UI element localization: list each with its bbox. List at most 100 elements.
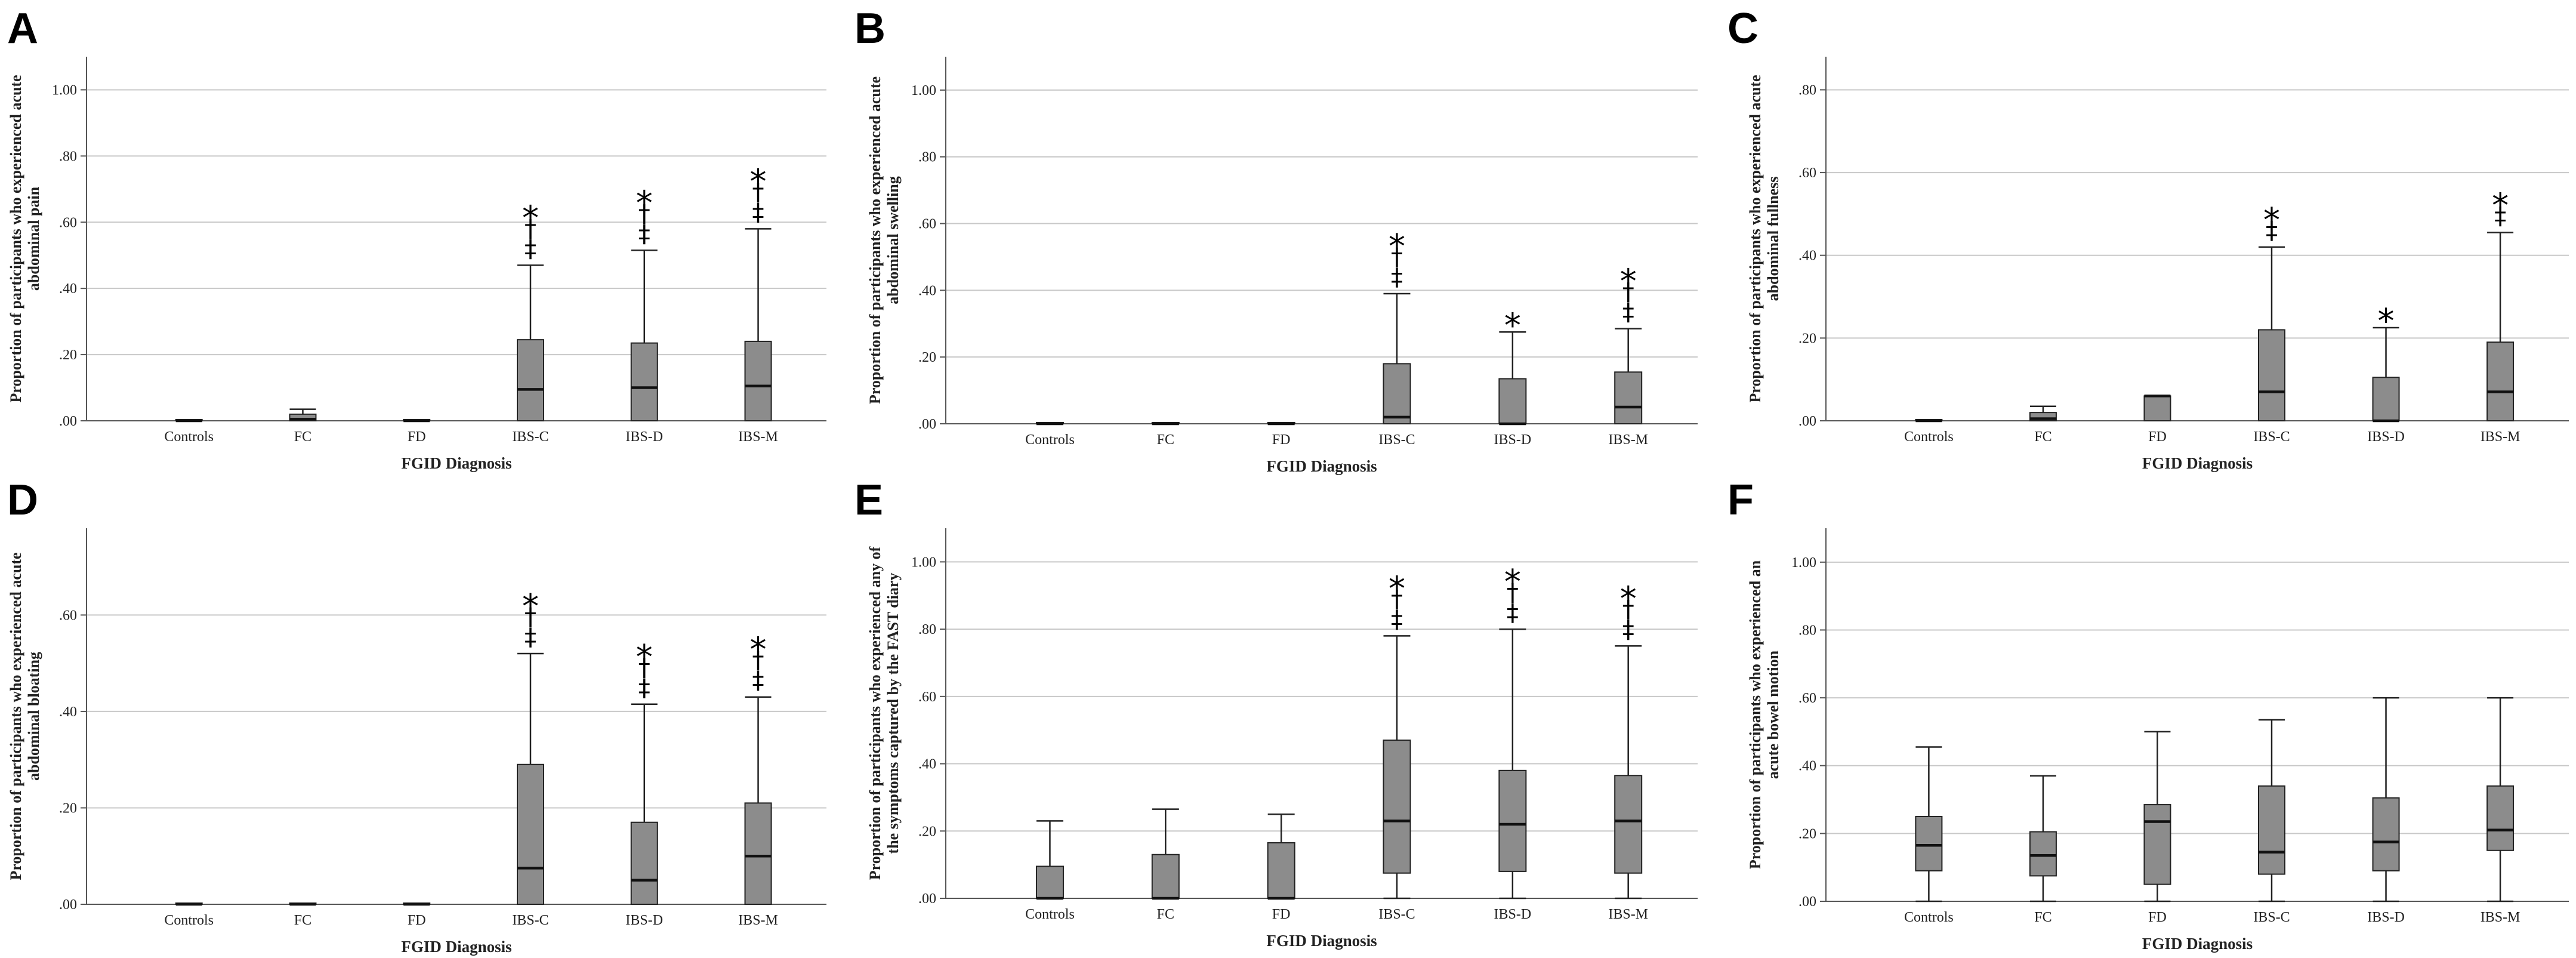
box-fc: FC xyxy=(1151,422,1180,448)
y-tick-label: .40 xyxy=(1798,759,1816,774)
box-ibs-c: IBS-C ‡†* xyxy=(1378,227,1415,448)
box-ibs-m: IBS-M xyxy=(2481,697,2521,925)
x-tick-label: IBS-M xyxy=(2481,910,2521,925)
box-iqr xyxy=(2372,377,2400,421)
significance-marker: † xyxy=(638,654,650,682)
box-controls: Controls xyxy=(1904,419,1954,445)
y-axis-label: Proportion of participants who experienc… xyxy=(1747,75,1782,402)
y-tick-label: .80 xyxy=(1798,82,1816,98)
x-tick-label: IBS-M xyxy=(738,429,778,445)
box-fc: FC xyxy=(1151,808,1180,922)
box-iqr xyxy=(744,802,772,905)
x-axis-label: FGID Diagnosis xyxy=(2142,935,2253,953)
y-tick-label: .20 xyxy=(59,347,77,363)
x-tick-label: FC xyxy=(1157,432,1174,448)
significance-marker: † xyxy=(525,215,536,242)
y-tick-label: .40 xyxy=(918,757,936,772)
panel-letter: A xyxy=(7,5,38,53)
box-iqr xyxy=(2486,341,2515,422)
x-tick-label: FD xyxy=(408,429,426,445)
box-fd: FD xyxy=(2143,395,2171,445)
x-tick-label: IBS-M xyxy=(1608,907,1648,922)
box-iqr xyxy=(2029,831,2057,877)
y-tick-label: .20 xyxy=(918,350,936,365)
box-controls: Controls xyxy=(164,419,214,445)
x-tick-label: Controls xyxy=(1904,429,1954,445)
box-fd: FD xyxy=(403,419,431,445)
box-iqr xyxy=(1915,815,1943,871)
box-iqr xyxy=(2372,797,2400,871)
box-ibs-d: IBS-D xyxy=(2367,697,2405,925)
significance-marker: ‡ xyxy=(1391,264,1403,291)
y-tick-label: .20 xyxy=(1798,331,1816,346)
y-tick-label: 1.00 xyxy=(1791,555,1816,571)
significance-marker: * xyxy=(2492,187,2509,226)
x-tick-label: FC xyxy=(1157,907,1174,922)
box-ibs-c: IBS-C ‡†* xyxy=(512,587,548,928)
significance-marker: * xyxy=(750,162,767,201)
y-tick-label: .20 xyxy=(1798,826,1816,842)
significance-marker: † xyxy=(1622,596,1634,623)
y-tick-label: 1.00 xyxy=(911,83,936,98)
y-tick-label: .60 xyxy=(918,689,936,705)
significance-marker: ‡ xyxy=(638,220,650,248)
y-axis-label: Proportion of participants who experienc… xyxy=(866,546,902,880)
box-iqr xyxy=(2143,395,2171,422)
box-ibs-d: IBS-D * xyxy=(1494,306,1532,448)
significance-marker: ‡ xyxy=(752,667,764,695)
significance-marker: † xyxy=(525,603,536,631)
y-tick-label: .60 xyxy=(1798,165,1816,181)
x-tick-label: IBS-C xyxy=(1378,907,1415,922)
y-tick-label: .80 xyxy=(1798,623,1816,638)
significance-marker: * xyxy=(1389,569,1405,608)
y-tick-label: .00 xyxy=(59,414,77,429)
box-iqr xyxy=(744,340,772,422)
x-tick-label: IBS-M xyxy=(1608,432,1648,448)
significance-marker: * xyxy=(2263,201,2280,240)
x-tick-label: FC xyxy=(2034,910,2051,925)
box-fc: FC xyxy=(2029,775,2057,925)
x-tick-label: FD xyxy=(2148,910,2167,925)
x-tick-label: IBS-M xyxy=(2481,429,2521,445)
y-tick-label: .60 xyxy=(59,215,77,230)
box-ibs-d: IBS-D ‡†* xyxy=(625,184,663,445)
box-fd: FD xyxy=(1267,422,1295,448)
significance-marker: * xyxy=(750,631,767,670)
y-tick-label: .80 xyxy=(918,622,936,637)
x-tick-label: FC xyxy=(294,913,311,928)
panel-b: B .00 .20 .40 .60 .80 1.00 Proportion of partic… xyxy=(854,5,1698,475)
significance-marker: † xyxy=(1391,244,1403,271)
x-axis-label: FGID Diagnosis xyxy=(401,454,511,472)
panel-letter: D xyxy=(7,476,38,524)
significance-marker: ‡ xyxy=(2494,203,2506,230)
y-tick-label: .60 xyxy=(1798,691,1816,706)
box-iqr xyxy=(1267,842,1295,899)
box-fd: FD xyxy=(403,902,431,928)
box-ibs-c: IBS-C ‡* xyxy=(2253,201,2290,445)
y-tick-label: .00 xyxy=(1798,414,1816,429)
x-tick-label: IBS-M xyxy=(738,913,778,928)
significance-marker: * xyxy=(1504,306,1521,345)
significance-marker: † xyxy=(752,178,764,206)
x-tick-label: IBS-C xyxy=(1378,432,1415,448)
y-axis-label: Proportion of participants who experienc… xyxy=(1747,560,1782,869)
y-tick-label: .60 xyxy=(59,608,77,623)
significance-marker: ‡ xyxy=(1622,616,1634,643)
significance-marker: * xyxy=(636,638,653,677)
x-axis-label: FGID Diagnosis xyxy=(1266,932,1377,950)
y-tick-label: .00 xyxy=(918,417,936,432)
y-tick-label: .40 xyxy=(1798,248,1816,264)
box-fd: FD xyxy=(1267,813,1295,922)
y-tick-label: .00 xyxy=(918,891,936,907)
box-ibs-d: IBS-D ‡†* xyxy=(625,638,663,928)
x-tick-label: Controls xyxy=(164,913,214,928)
box-iqr xyxy=(289,413,317,422)
panel-letter: F xyxy=(1727,476,1754,524)
x-tick-label: IBS-D xyxy=(625,913,663,928)
box-ibs-c: IBS-C ‡†* xyxy=(512,199,548,445)
x-tick-label: Controls xyxy=(1904,910,1954,925)
box-controls: Controls xyxy=(1904,746,1954,925)
box-fc: FC xyxy=(289,902,317,928)
panel-letter: E xyxy=(854,476,883,524)
significance-marker: * xyxy=(1389,227,1405,266)
